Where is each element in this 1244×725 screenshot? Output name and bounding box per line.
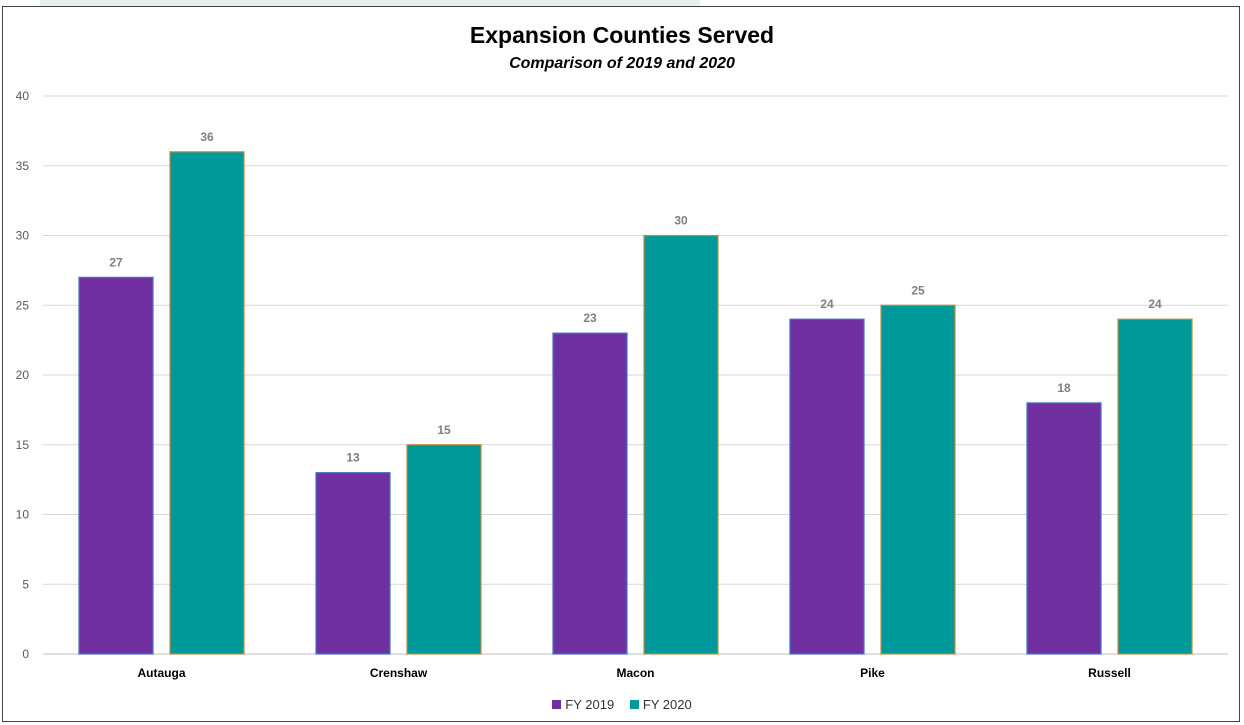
chart-subtitle: Comparison of 2019 and 2020 — [509, 55, 735, 72]
legend-swatch-fy2019 — [552, 700, 562, 709]
data-label: 27 — [109, 255, 123, 269]
y-tick-label: 15 — [16, 438, 30, 452]
chart-legend: FY 2019 FY 2020 — [0, 697, 1244, 712]
data-label: 18 — [1057, 381, 1071, 395]
data-label: 13 — [346, 451, 360, 465]
bar-fy-2020 — [1117, 318, 1193, 655]
y-tick-label: 30 — [16, 229, 30, 243]
x-tick-label: Russell — [1088, 666, 1131, 680]
bar-fy-2020 — [643, 234, 719, 655]
y-tick-label: 0 — [22, 647, 29, 661]
legend-item-fy2020: FY 2020 — [629, 697, 692, 712]
legend-swatch-fy2020 — [629, 700, 639, 709]
bar-fy-2019 — [789, 318, 865, 655]
data-label: 36 — [200, 130, 214, 144]
data-label: 24 — [1148, 297, 1162, 311]
x-tick-label: Macon — [616, 666, 654, 680]
bar-fy-2019 — [315, 472, 391, 655]
x-tick-label: Autauga — [138, 666, 186, 680]
y-tick-label: 5 — [22, 577, 29, 591]
y-tick-label: 20 — [16, 368, 30, 382]
y-tick-label: 40 — [16, 89, 30, 103]
data-label: 15 — [437, 423, 451, 437]
legend-label-fy2019: FY 2019 — [565, 697, 615, 712]
data-label: 30 — [674, 214, 688, 228]
top-decorative-strip — [40, 0, 700, 7]
y-tick-label: 35 — [16, 159, 30, 173]
y-tick-label: 10 — [16, 508, 30, 522]
data-label: 24 — [820, 297, 834, 311]
bar-fy-2019 — [78, 276, 154, 655]
chart-title: Expansion Counties Served — [469, 22, 775, 48]
x-tick-label: Pike — [860, 666, 885, 680]
data-label: 25 — [911, 283, 925, 297]
legend-label-fy2020: FY 2020 — [642, 697, 692, 712]
bar-fy-2019 — [552, 332, 628, 655]
bar-fy-2020 — [406, 444, 482, 655]
y-tick-label: 25 — [16, 298, 30, 312]
data-label: 23 — [583, 311, 597, 325]
x-tick-label: Crenshaw — [370, 666, 428, 680]
bar-fy-2020 — [169, 151, 245, 655]
legend-item-fy2019: FY 2019 — [552, 697, 614, 712]
bar-fy-2020 — [880, 304, 956, 655]
bar-fy-2019 — [1026, 402, 1102, 655]
